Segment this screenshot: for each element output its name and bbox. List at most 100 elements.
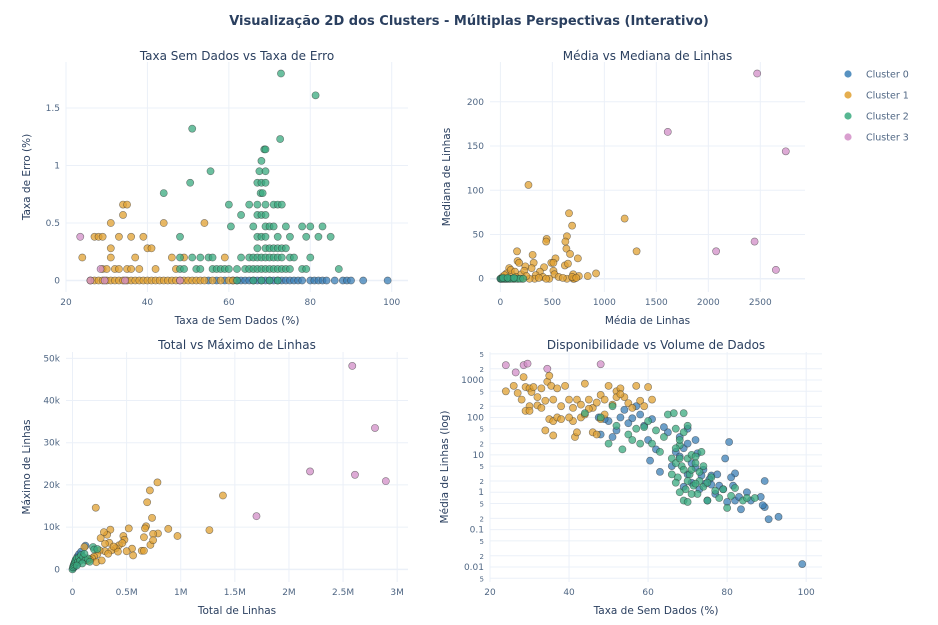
data-point[interactable] — [697, 447, 706, 456]
data-point[interactable] — [298, 222, 307, 231]
data-point[interactable] — [758, 501, 767, 510]
data-point[interactable] — [533, 393, 542, 401]
data-point[interactable] — [153, 478, 162, 487]
data-point[interactable] — [565, 395, 573, 404]
data-point[interactable] — [91, 503, 100, 512]
data-point[interactable] — [549, 431, 558, 440]
data-point[interactable] — [771, 265, 780, 274]
data-point[interactable] — [318, 222, 327, 231]
legend-item-cluster-3[interactable]: Cluster 3 — [844, 133, 909, 144]
data-point[interactable] — [302, 232, 311, 241]
data-point[interactable] — [577, 400, 585, 409]
data-point[interactable] — [205, 526, 214, 534]
data-point[interactable] — [600, 395, 609, 404]
data-point[interactable] — [314, 232, 323, 241]
data-point[interactable] — [97, 556, 106, 565]
data-point[interactable] — [141, 524, 149, 533]
data-point[interactable] — [543, 364, 552, 373]
data-point[interactable] — [764, 515, 773, 524]
data-point[interactable] — [224, 265, 233, 273]
data-point[interactable] — [176, 276, 184, 285]
data-point[interactable] — [624, 419, 633, 428]
data-point[interactable] — [703, 478, 712, 487]
data-point[interactable] — [711, 486, 720, 495]
data-point[interactable] — [188, 253, 197, 262]
data-point[interactable] — [760, 477, 769, 485]
data-point[interactable] — [523, 359, 532, 368]
data-point[interactable] — [151, 265, 160, 273]
data-point[interactable] — [208, 253, 217, 262]
data-point[interactable] — [147, 244, 156, 253]
data-point[interactable] — [683, 477, 692, 485]
data-point[interactable] — [712, 247, 721, 256]
data-point[interactable] — [644, 383, 652, 391]
data-point[interactable] — [549, 258, 558, 267]
data-point[interactable] — [628, 436, 637, 444]
data-point[interactable] — [624, 430, 633, 439]
scatter-points[interactable] — [496, 69, 790, 283]
data-point[interactable] — [273, 232, 282, 241]
data-point[interactable] — [632, 424, 641, 433]
data-point[interactable] — [636, 396, 645, 405]
data-point[interactable] — [200, 276, 209, 285]
data-point[interactable] — [129, 551, 138, 560]
data-point[interactable] — [569, 404, 577, 412]
legend-item-cluster-2[interactable]: Cluster 2 — [844, 112, 909, 123]
data-point[interactable] — [679, 409, 688, 418]
data-point[interactable] — [106, 219, 115, 227]
data-point[interactable] — [632, 381, 641, 390]
data-point[interactable] — [96, 534, 105, 543]
data-point[interactable] — [542, 274, 551, 283]
data-point[interactable] — [529, 383, 538, 391]
data-point[interactable] — [691, 452, 700, 461]
data-point[interactable] — [78, 253, 87, 262]
data-point[interactable] — [149, 536, 158, 545]
data-point[interactable] — [592, 269, 600, 278]
data-point[interactable] — [675, 436, 684, 444]
data-point[interactable] — [348, 362, 357, 370]
data-point[interactable] — [545, 371, 554, 380]
data-point[interactable] — [620, 214, 629, 223]
data-point[interactable] — [558, 273, 567, 282]
data-point[interactable] — [679, 428, 688, 437]
data-point[interactable] — [253, 200, 262, 209]
data-point[interactable] — [261, 178, 270, 187]
data-point[interactable] — [750, 237, 759, 246]
data-point[interactable] — [127, 265, 136, 273]
data-point[interactable] — [671, 444, 680, 453]
data-point[interactable] — [261, 232, 270, 241]
data-point[interactable] — [612, 421, 621, 430]
data-point[interactable] — [731, 484, 739, 492]
data-point[interactable] — [541, 426, 550, 435]
data-point[interactable] — [85, 557, 94, 566]
series-cluster-3[interactable] — [252, 362, 390, 521]
data-point[interactable] — [675, 488, 684, 497]
data-point[interactable] — [118, 539, 127, 548]
data-point[interactable] — [86, 276, 95, 285]
data-point[interactable] — [219, 491, 227, 500]
data-point[interactable] — [351, 470, 359, 479]
data-point[interactable] — [695, 467, 704, 476]
data-point[interactable] — [703, 496, 712, 505]
data-point[interactable] — [101, 539, 109, 548]
data-point[interactable] — [93, 545, 102, 553]
data-point[interactable] — [233, 276, 241, 285]
series-cluster-2[interactable] — [496, 273, 528, 283]
data-point[interactable] — [667, 470, 676, 479]
data-point[interactable] — [330, 276, 339, 285]
series-cluster-2[interactable] — [159, 69, 343, 285]
data-point[interactable] — [683, 439, 692, 448]
data-point[interactable] — [618, 445, 627, 454]
data-point[interactable] — [604, 439, 613, 448]
data-point[interactable] — [687, 465, 696, 474]
data-point[interactable] — [148, 513, 156, 522]
data-point[interactable] — [580, 379, 589, 388]
data-point[interactable] — [131, 253, 140, 262]
data-point[interactable] — [273, 276, 282, 285]
data-point[interactable] — [114, 547, 122, 556]
data-point[interactable] — [671, 424, 680, 433]
data-point[interactable] — [383, 276, 392, 285]
data-point[interactable] — [565, 413, 573, 422]
series-cluster-3[interactable] — [663, 69, 790, 274]
data-point[interactable] — [72, 561, 81, 570]
